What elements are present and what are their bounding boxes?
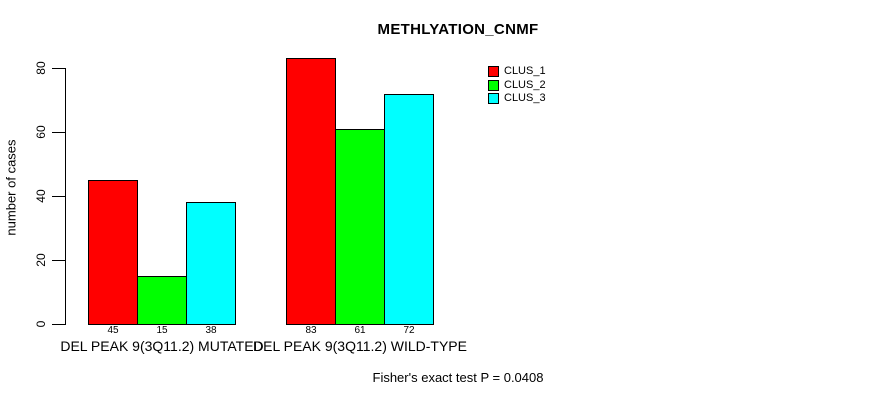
bar-value-label: 38	[205, 325, 217, 336]
bar-clus_3-group2	[384, 94, 434, 325]
legend: CLUS_1 CLUS_2 CLUS_3	[488, 66, 546, 107]
bar-value-label: 61	[354, 325, 366, 336]
legend-item-clus_3: CLUS_3	[488, 93, 546, 104]
bar-clus_2-group2	[335, 129, 385, 325]
y-axis-tick-label: 0	[34, 320, 48, 328]
legend-swatch-clus_1	[488, 66, 499, 77]
bar-clus_2-group1	[137, 276, 187, 325]
y-axis-tick	[52, 260, 66, 261]
bar-clus_3-group1	[186, 202, 236, 325]
x-axis-group-label: DEL PEAK 9(3Q11.2) WILD-TYPE	[253, 338, 467, 354]
legend-label: CLUS_2	[504, 78, 546, 91]
bar-value-label: 15	[156, 325, 168, 336]
chart-title: METHLYATION_CNMF	[377, 21, 539, 38]
legend-swatch-clus_3	[488, 93, 499, 104]
bar-clus_1-group2	[286, 58, 336, 325]
bar-clus_1-group1	[88, 180, 138, 325]
y-axis-tick-label: 40	[34, 189, 48, 203]
y-axis-tick-label: 60	[34, 125, 48, 139]
y-axis-tick	[52, 324, 66, 325]
x-axis-group-label: DEL PEAK 9(3Q11.2) MUTATED	[60, 338, 264, 354]
y-axis-tick	[52, 196, 66, 197]
legend-item-clus_1: CLUS_1	[488, 66, 546, 77]
fisher-test-annotation: Fisher's exact test P = 0.0408	[372, 370, 544, 385]
bar-value-label: 45	[107, 325, 119, 336]
legend-swatch-clus_2	[488, 79, 499, 91]
legend-label: CLUS_1	[504, 65, 546, 77]
legend-label: CLUS_3	[504, 92, 546, 104]
y-axis-tick-label: 20	[34, 253, 48, 267]
bar-value-label: 83	[305, 325, 317, 336]
y-axis-tick	[52, 68, 66, 69]
legend-item-clus_2: CLUS_2	[488, 78, 546, 91]
bar-value-label: 72	[403, 325, 415, 336]
y-axis-tick-label: 80	[34, 61, 48, 75]
y-axis-tick	[52, 132, 66, 133]
